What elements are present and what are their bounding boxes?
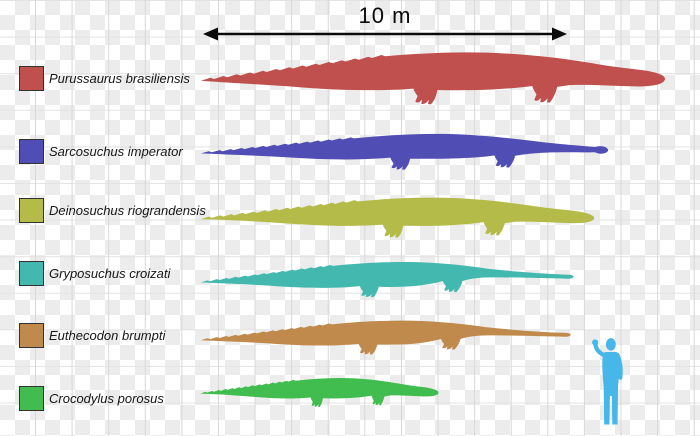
human-silhouette <box>592 338 623 425</box>
crocodile-silhouette-euthecodon <box>200 311 590 363</box>
legend-swatch-purussaurus <box>19 66 44 91</box>
crocodylus-shape <box>200 377 439 407</box>
legend-item-crocodylus: Crocodylus porosus <box>19 386 164 411</box>
legend-swatch-sarcosuchus <box>19 139 44 164</box>
purussaurus-shape <box>200 52 666 105</box>
crocodile-silhouette-purussaurus <box>200 44 670 114</box>
human-lowered-arm <box>615 352 623 380</box>
human-shape <box>592 338 620 425</box>
euthecodon-shape <box>200 320 571 355</box>
legend-item-deinosuchus: Deinosuchus riograndensis <box>19 198 206 223</box>
scale-bar-arrow-icon <box>203 27 567 41</box>
legend-swatch-deinosuchus <box>19 198 44 223</box>
gryposuchus-shape <box>200 261 574 298</box>
deinosuchus-shape <box>200 197 595 238</box>
crocodile-silhouette-gryposuchus <box>200 252 593 306</box>
human-raised-arm <box>593 343 609 358</box>
legend-swatch-crocodylus <box>19 386 44 411</box>
species-label-deinosuchus: Deinosuchus riograndensis <box>49 203 206 218</box>
species-label-purussaurus: Purussaurus brasiliensis <box>49 71 190 86</box>
legend-item-sarcosuchus: Sarcosuchus imperator <box>19 139 183 164</box>
species-label-gryposuchus: Gryposuchus croizati <box>49 266 171 281</box>
sarcosuchus-shape <box>200 133 609 170</box>
species-label-euthecodon: Euthecodon brumpti <box>49 328 166 343</box>
legend-item-euthecodon: Euthecodon brumpti <box>19 323 165 348</box>
legend-swatch-euthecodon <box>19 323 44 348</box>
crocodile-silhouette-sarcosuchus <box>200 122 620 179</box>
legend-item-gryposuchus: Gryposuchus croizati <box>19 261 170 286</box>
species-label-sarcosuchus: Sarcosuchus imperator <box>49 144 183 159</box>
legend-item-purussaurus: Purussaurus brasiliensis <box>19 66 190 91</box>
species-label-crocodylus: Crocodylus porosus <box>49 391 164 406</box>
crocodile-silhouette-crocodylus <box>200 371 442 413</box>
crocodile-silhouette-deinosuchus <box>200 188 600 246</box>
scale-bar-label: 10 m <box>358 3 412 28</box>
legend-swatch-gryposuchus <box>19 261 44 286</box>
